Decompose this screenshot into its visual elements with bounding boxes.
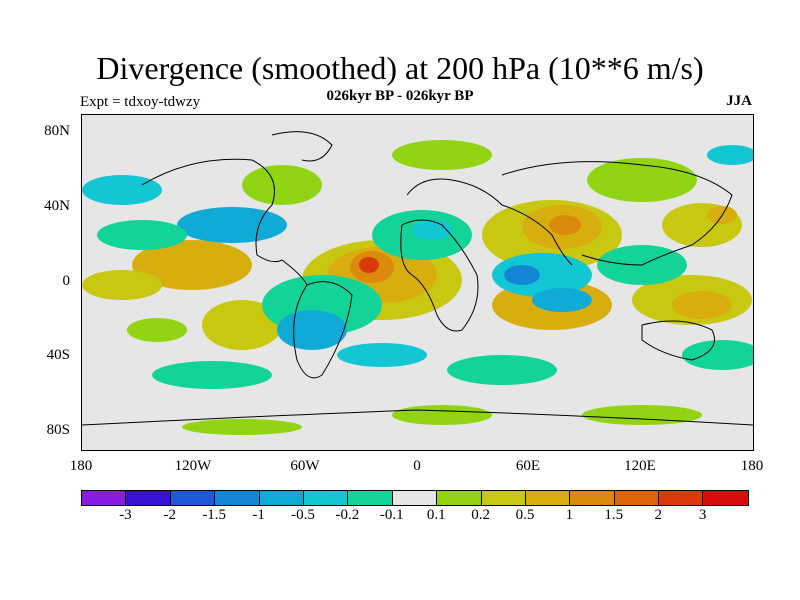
plot-title: Divergence (smoothed) at 200 hPa (10**6 … xyxy=(96,50,704,86)
lon-label: 60W xyxy=(290,458,320,474)
colorbar-swatch xyxy=(259,491,304,505)
colorbar-level-label: 0.5 xyxy=(515,507,535,523)
lat-label: 0 xyxy=(62,273,71,289)
colorbar-swatch xyxy=(437,491,482,505)
colorbar-level-label: 0.1 xyxy=(426,507,446,523)
lat-label: 40S xyxy=(46,347,70,363)
plot-subtitle: 026kyr BP - 026kyr BP xyxy=(326,88,474,104)
lat-label: 80N xyxy=(44,123,70,139)
lon-label: 60E xyxy=(515,458,541,474)
colorbar-swatch xyxy=(170,491,216,505)
lon-label: 180 xyxy=(740,458,764,474)
colorbar-swatch xyxy=(614,491,660,505)
colorbar-level-label: -0.2 xyxy=(335,507,360,523)
colorbar-level-label: -1 xyxy=(252,507,265,523)
colorbar-level-label: -3 xyxy=(119,507,132,523)
colorbar-swatch xyxy=(570,491,615,505)
colorbar-swatch xyxy=(481,491,526,505)
lat-label: 80S xyxy=(46,422,70,438)
colorbar-swatch xyxy=(659,491,704,505)
divergence-field xyxy=(82,131,753,435)
colorbar-level-label: -2 xyxy=(163,507,177,523)
lon-label: 180 xyxy=(69,458,93,474)
colorbar-swatch xyxy=(525,491,571,505)
colorbar xyxy=(81,490,749,506)
positive-divergence-regions xyxy=(82,140,752,435)
colorbar-swatch xyxy=(303,491,349,505)
coastline-map xyxy=(82,131,753,426)
lon-label: 120E xyxy=(624,458,656,474)
colorbar-level-label: -1.5 xyxy=(202,507,227,523)
colorbar-swatch xyxy=(703,491,748,505)
colorbar-level-label: -0.5 xyxy=(291,507,315,523)
colorbar-swatch xyxy=(348,491,393,505)
colorbar-swatch xyxy=(392,491,438,505)
colorbar-swatch xyxy=(215,491,260,505)
colorbar-level-label: -0.1 xyxy=(379,507,404,523)
negative-divergence-regions xyxy=(82,145,753,389)
colorbar-swatch xyxy=(82,491,127,505)
colorbar-level-label: 2 xyxy=(654,507,662,523)
experiment-label: Expt = tdxoy-tdwzy xyxy=(80,94,201,110)
lon-label: 120W xyxy=(174,458,212,474)
colorbar-swatch xyxy=(126,491,171,505)
colorbar-level-label: 1 xyxy=(565,507,574,523)
lat-label: 40N xyxy=(44,198,70,214)
colorbar-level-label: 1.5 xyxy=(604,507,624,523)
colorbar-level-label: 3 xyxy=(698,507,707,523)
colorbar-level-label: 0.2 xyxy=(471,507,490,523)
divergence-map xyxy=(81,114,754,451)
lon-label: 0 xyxy=(413,458,421,474)
season-label: JJA xyxy=(726,93,752,109)
